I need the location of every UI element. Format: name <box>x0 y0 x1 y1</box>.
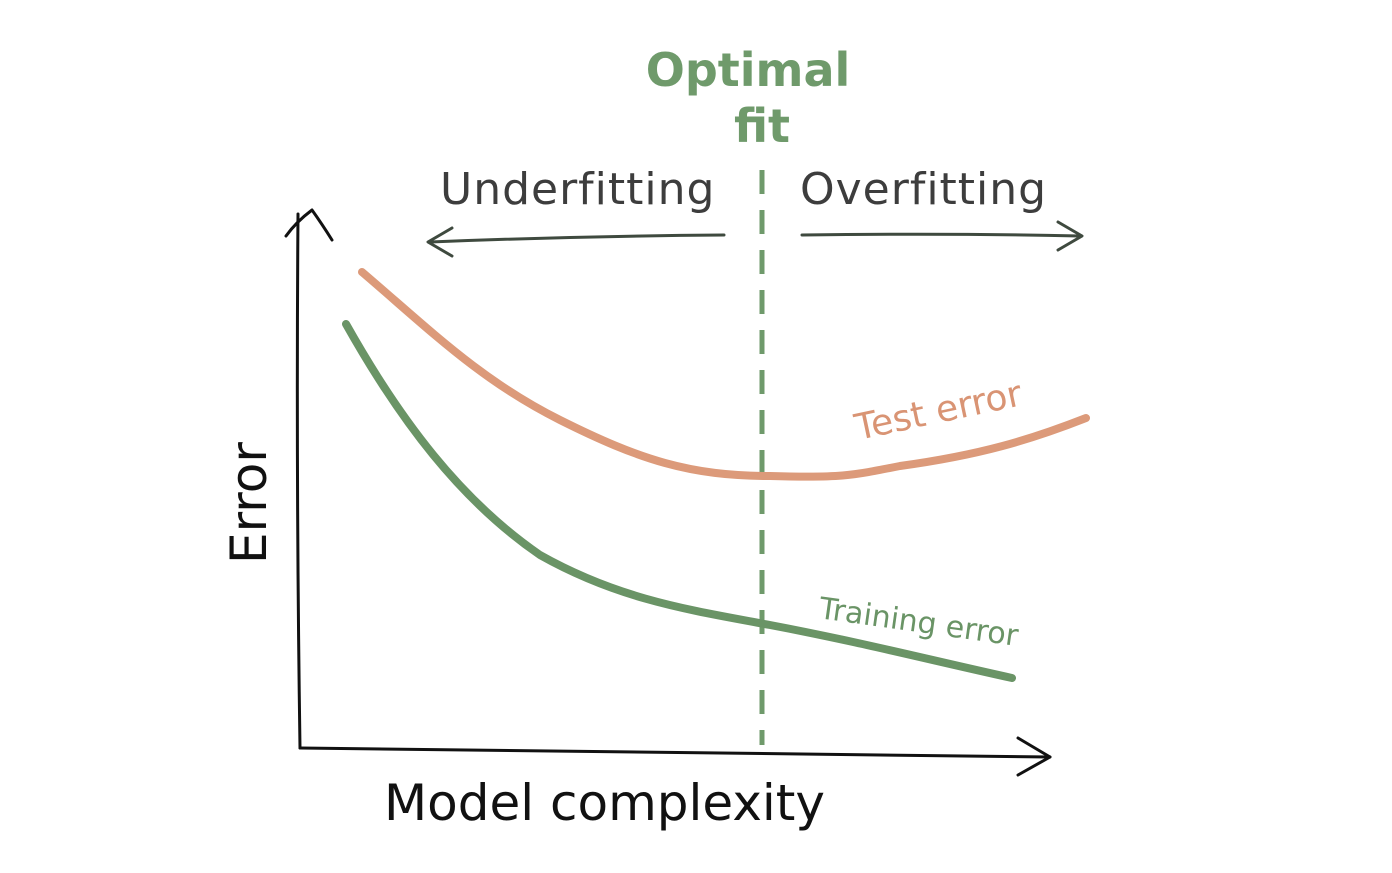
test-error-curve <box>358 268 1090 481</box>
overfitting-arrow <box>800 220 1084 252</box>
optimal-fit-title-line1: Optimal <box>646 43 851 97</box>
underfitting-arrow <box>426 226 726 258</box>
test-error-label: Test error <box>850 373 1025 449</box>
overfitting-label: Overfitting <box>800 164 1047 215</box>
y-axis <box>284 208 334 750</box>
training-error-curve <box>342 320 1016 682</box>
optimal-fit-title-line2: fit <box>734 99 790 153</box>
x-axis <box>298 736 1052 777</box>
underfitting-label: Underfitting <box>440 164 715 215</box>
x-axis-label: Model complexity <box>384 774 825 832</box>
y-axis-label: Error <box>220 442 278 564</box>
